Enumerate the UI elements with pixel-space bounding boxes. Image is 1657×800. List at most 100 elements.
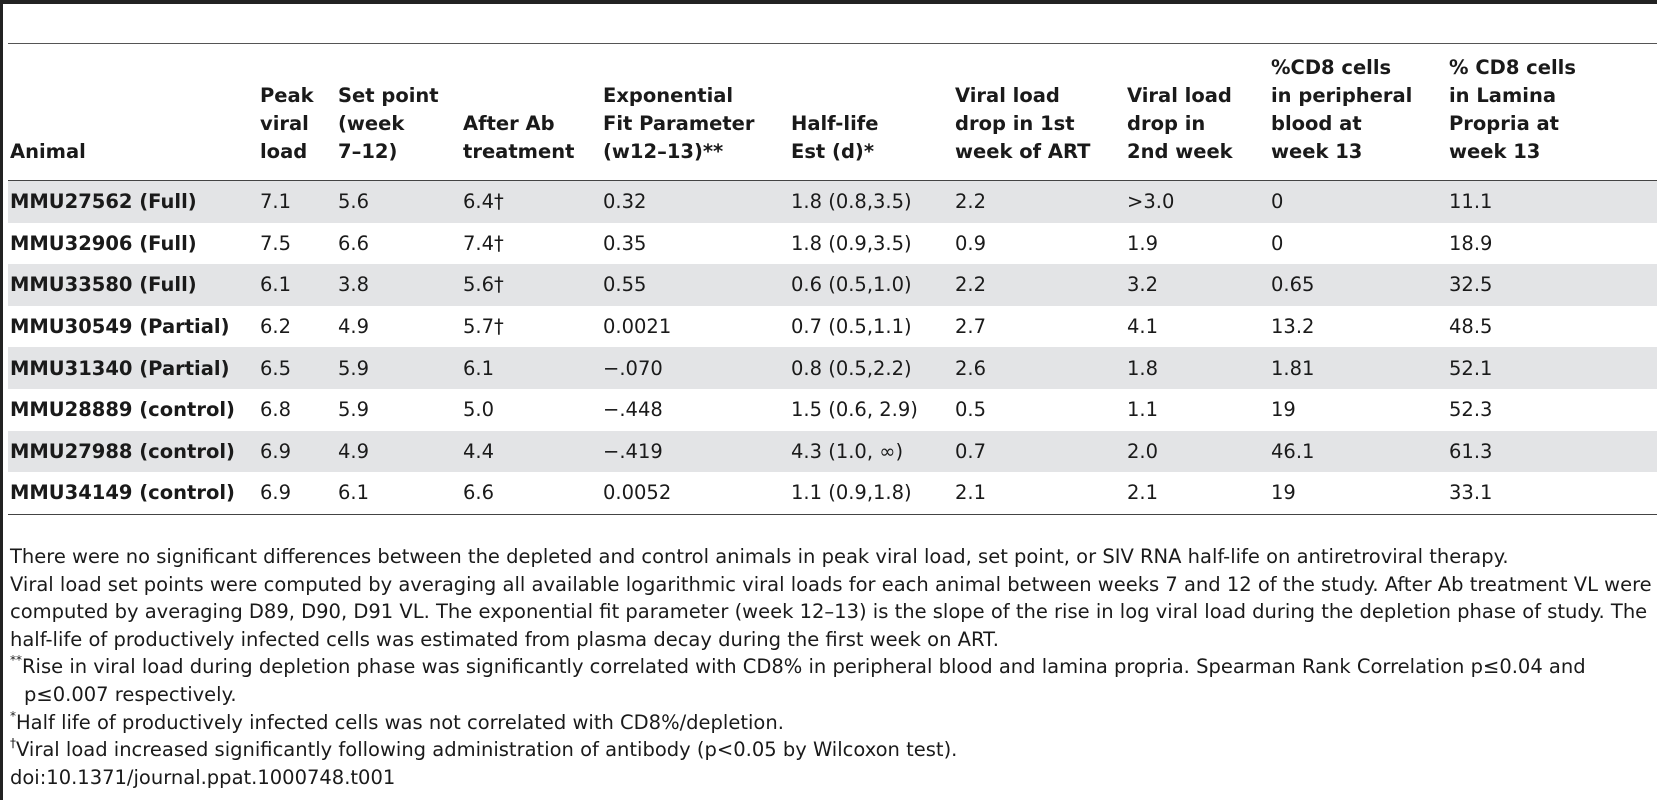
cell: 0 bbox=[1271, 231, 1284, 255]
cell: 5.6† bbox=[461, 264, 601, 306]
table-row: MMU32906 (Full) 7.5 6.6 7.4† 0.35 1.8 (0… bbox=[8, 223, 1657, 265]
cell: 48.5 bbox=[1449, 315, 1493, 339]
cell: 18.9 bbox=[1449, 231, 1493, 255]
header-peak-viral-load: Peak viral load bbox=[258, 44, 336, 181]
cell: 1.1 (0.9,1.8) bbox=[789, 472, 953, 515]
cell: 32.5 bbox=[1447, 264, 1657, 306]
footnote-double-asterisk: **Rise in viral load during depletion ph… bbox=[10, 653, 1655, 708]
cell-animal: MMU32906 (Full) bbox=[10, 231, 197, 255]
notes-methods: Viral load set points were computed by a… bbox=[10, 572, 1652, 651]
cell: 6.4† bbox=[461, 180, 601, 223]
footnote-mark: ** bbox=[10, 653, 22, 668]
left-border bbox=[0, 0, 3, 800]
cell: 6.8 bbox=[260, 398, 292, 422]
cell: 0.55 bbox=[601, 264, 789, 306]
header-row: Animal Peak viral load Set point (week 7… bbox=[8, 44, 1657, 181]
cell: 5.9 bbox=[338, 398, 370, 422]
cell: 0.35 bbox=[603, 231, 647, 255]
footnote-text: Rise in viral load during depletion phas… bbox=[22, 655, 1586, 706]
footnote-mark: * bbox=[10, 708, 16, 723]
cell: 2.2 bbox=[953, 264, 1125, 306]
footnote-asterisk: *Half life of productively infected cell… bbox=[10, 709, 1655, 737]
cell: 5.9 bbox=[336, 347, 461, 389]
cell-animal: MMU31340 (Partial) bbox=[8, 347, 258, 389]
header-animal: Animal bbox=[8, 44, 258, 181]
cell: 2.0 bbox=[1125, 430, 1269, 473]
cell: 2.2 bbox=[953, 180, 1125, 223]
cell: 7.4† bbox=[463, 231, 504, 255]
cell: 6.9 bbox=[258, 472, 336, 515]
cell: 0.5 bbox=[955, 398, 987, 422]
cell: 4.9 bbox=[338, 315, 370, 339]
cell: 0.7 (0.5,1.1) bbox=[791, 315, 912, 339]
cell: 2.1 bbox=[953, 472, 1125, 515]
cell: 1.81 bbox=[1269, 347, 1447, 389]
cell-animal: MMU30549 (Partial) bbox=[10, 315, 230, 339]
cell: 0.9 bbox=[955, 231, 987, 255]
cell: 2.7 bbox=[955, 315, 987, 339]
footnote-mark: † bbox=[10, 736, 16, 751]
cell: 2.1 bbox=[1125, 472, 1269, 515]
cell: 1.8 (0.8,3.5) bbox=[789, 180, 953, 223]
header-set-point: Set point (week 7–12) bbox=[336, 44, 461, 181]
cell: 6.6 bbox=[461, 472, 601, 515]
table-row: MMU27562 (Full) 7.1 5.6 6.4† 0.32 1.8 (0… bbox=[8, 180, 1657, 223]
cell: 0.7 bbox=[953, 430, 1125, 473]
data-table-container: Animal Peak viral load Set point (week 7… bbox=[8, 44, 1657, 515]
cell: 4.3 (1.0, ∞) bbox=[789, 430, 953, 473]
cell: 5.7† bbox=[463, 315, 504, 339]
cell: −.070 bbox=[601, 347, 789, 389]
cell: 6.1 bbox=[258, 264, 336, 306]
cell: 3.2 bbox=[1125, 264, 1269, 306]
cell: 0.6 (0.5,1.0) bbox=[789, 264, 953, 306]
cell: 19 bbox=[1271, 398, 1296, 422]
table-row: MMU30549 (Partial) 6.2 4.9 5.7† 0.0021 0… bbox=[8, 306, 1657, 348]
cell: 7.1 bbox=[258, 180, 336, 223]
cell: 6.6 bbox=[338, 231, 370, 255]
cell: 0.8 (0.5,2.2) bbox=[789, 347, 953, 389]
footnote-text: Viral load increased significantly follo… bbox=[16, 738, 958, 762]
top-border bbox=[0, 0, 1657, 4]
cell: 0 bbox=[1269, 180, 1447, 223]
cell: 4.9 bbox=[336, 430, 461, 473]
table-row: MMU31340 (Partial) 6.5 5.9 6.1 −.070 0.8… bbox=[8, 347, 1657, 389]
table-notes: There were no significant differences be… bbox=[10, 543, 1655, 791]
cell: 1.1 bbox=[1127, 398, 1159, 422]
cell: 6.5 bbox=[258, 347, 336, 389]
cell: 52.1 bbox=[1447, 347, 1657, 389]
cell-animal: MMU34149 (control) bbox=[8, 472, 258, 515]
header-exp-fit: Exponential Fit Parameter (w12–13)** bbox=[601, 44, 789, 181]
cell: 3.8 bbox=[336, 264, 461, 306]
cell: 6.1 bbox=[336, 472, 461, 515]
cell: 33.1 bbox=[1447, 472, 1657, 515]
cell-animal: MMU28889 (control) bbox=[10, 398, 235, 422]
cell: 0.65 bbox=[1269, 264, 1447, 306]
table-top-rule bbox=[8, 43, 1657, 44]
cell: 0.0052 bbox=[601, 472, 789, 515]
header-cd8-blood: %CD8 cells in peripheral blood at week 1… bbox=[1269, 44, 1447, 181]
cell-animal: MMU33580 (Full) bbox=[8, 264, 258, 306]
table-row: MMU33580 (Full) 6.1 3.8 5.6† 0.55 0.6 (0… bbox=[8, 264, 1657, 306]
cell: 19 bbox=[1269, 472, 1447, 515]
cell: 46.1 bbox=[1269, 430, 1447, 473]
cell: 52.3 bbox=[1449, 398, 1493, 422]
table-row: MMU34149 (control) 6.9 6.1 6.6 0.0052 1.… bbox=[8, 472, 1657, 515]
cell: 1.5 (0.6, 2.9) bbox=[791, 398, 918, 422]
cell: 6.2 bbox=[260, 315, 292, 339]
header-after-ab: After Ab treatment bbox=[461, 44, 601, 181]
cell: 0.0021 bbox=[603, 315, 672, 339]
cell: −.419 bbox=[601, 430, 789, 473]
cell-animal: MMU27562 (Full) bbox=[8, 180, 258, 223]
doi-link[interactable]: doi:10.1371/journal.ppat.1000748.t001 bbox=[10, 765, 396, 789]
data-table: Animal Peak viral load Set point (week 7… bbox=[8, 44, 1657, 515]
header-drop-week1: Viral load drop in 1st week of ART bbox=[953, 44, 1125, 181]
cell: −.448 bbox=[603, 398, 663, 422]
cell: 4.1 bbox=[1127, 315, 1159, 339]
cell: 1.8 (0.9,3.5) bbox=[791, 231, 912, 255]
cell: 5.6 bbox=[336, 180, 461, 223]
header-drop-week2: Viral load drop in 2nd week bbox=[1125, 44, 1269, 181]
header-cd8-lamina: % CD8 cells in Lamina Propria at week 13 bbox=[1447, 44, 1657, 181]
cell: 11.1 bbox=[1447, 180, 1657, 223]
table-row: MMU28889 (control) 6.8 5.9 5.0 −.448 1.5… bbox=[8, 389, 1657, 431]
cell: 6.1 bbox=[461, 347, 601, 389]
